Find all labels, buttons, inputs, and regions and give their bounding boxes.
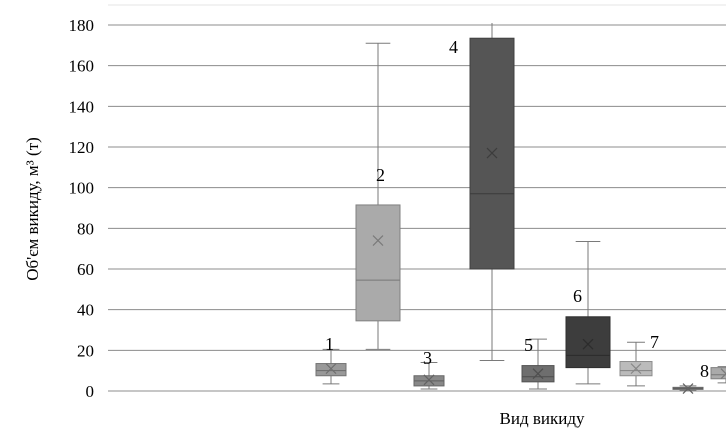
box-7: [619, 341, 653, 387]
box-label-1: 1: [325, 334, 334, 354]
box-body: [565, 316, 611, 369]
y-tick-label: 160: [69, 57, 95, 76]
mean-marker: [720, 368, 726, 375]
box-9: [710, 366, 726, 384]
box-2: [355, 42, 401, 350]
mean-marker: [486, 147, 498, 159]
y-tick-label: 80: [77, 219, 94, 238]
mean-marker: [325, 363, 337, 375]
box-label-2: 2: [376, 165, 385, 185]
box-5: [521, 338, 555, 390]
box-label-4: 4: [449, 37, 458, 57]
box-body: [315, 363, 347, 377]
box-4: [469, 22, 515, 361]
box-3: [413, 362, 445, 390]
y-tick-label: 40: [77, 301, 94, 320]
box-label-5: 5: [524, 335, 533, 355]
box-label-3: 3: [423, 348, 432, 368]
box-8: [672, 383, 704, 394]
mean-marker: [630, 363, 642, 375]
mean-marker: [532, 368, 544, 380]
box-label-8: 8: [700, 361, 709, 381]
mean-marker: [372, 235, 384, 246]
y-tick-label: 100: [69, 179, 95, 198]
y-tick-label: 180: [69, 16, 95, 35]
boxes: [315, 22, 726, 394]
box-label-7: 7: [650, 332, 659, 352]
y-tick-label: 20: [77, 341, 94, 360]
box-1: [315, 348, 347, 385]
y-tick-label: 60: [77, 260, 94, 279]
y-tick-label: 140: [69, 97, 95, 116]
mean-marker: [682, 383, 694, 394]
y-tick-label: 120: [69, 138, 95, 157]
mean-marker: [582, 338, 594, 350]
mean-marker: [423, 374, 435, 386]
y-tick-label: 0: [86, 382, 95, 401]
box-body: [710, 367, 726, 380]
box-body: [355, 204, 401, 322]
y-axis-title: Об'єм викиду, м³ (т): [23, 137, 42, 281]
y-tick-labels: 0 20 40 60 80 100 120 140 160 180: [69, 16, 95, 401]
box-labels: 1 2 3 4 5 6 7 8: [325, 37, 709, 381]
box-6: [565, 241, 611, 385]
box-label-6: 6: [573, 286, 582, 306]
gridlines: [108, 24, 726, 392]
x-axis-title: Вид викиду: [500, 409, 585, 428]
mean-marker: [720, 372, 726, 380]
